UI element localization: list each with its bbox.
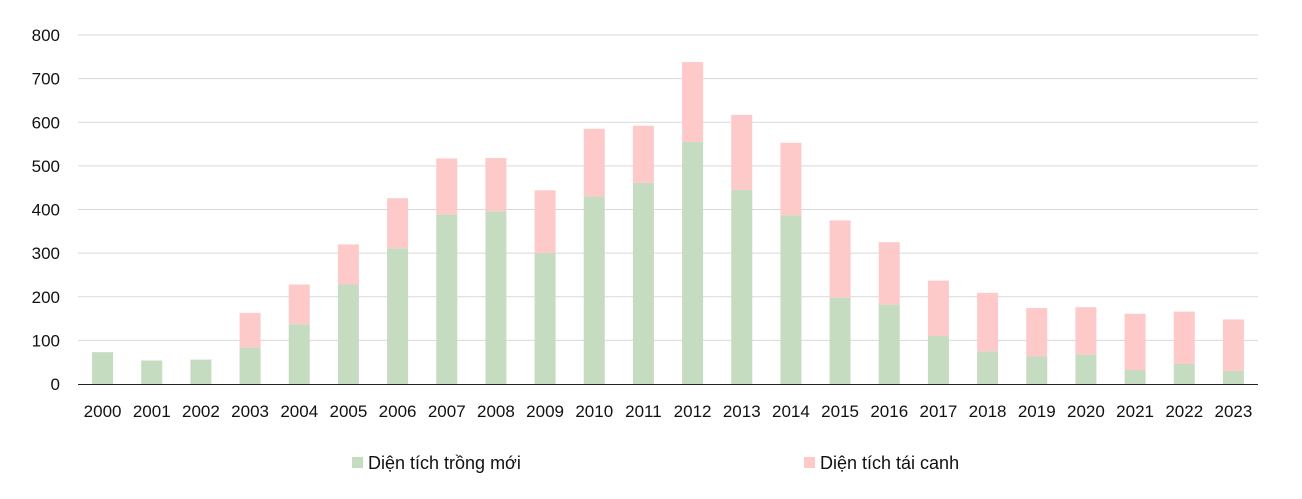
x-tick-label: 2001	[133, 402, 171, 421]
y-tick-label: 400	[32, 201, 60, 220]
bar-2016-series-1	[878, 242, 900, 305]
legend-swatch	[804, 457, 815, 468]
bar-2004-series-0	[288, 324, 310, 384]
legend: Diện tích trồng mới Diện tích tái canh	[352, 453, 959, 473]
bar-2021-series-1	[1124, 313, 1146, 371]
bar-2015-series-0	[829, 297, 851, 384]
y-tick-label: 600	[32, 113, 60, 132]
bar-2022-series-1	[1173, 311, 1195, 364]
bar-2020-series-0	[1075, 354, 1097, 384]
x-tick-label: 2010	[575, 402, 613, 421]
bar-2000-series-0	[92, 352, 114, 384]
bar-2015-series-1	[829, 220, 851, 298]
bar-2006-series-0	[387, 248, 409, 384]
bar-2017-series-1	[927, 280, 949, 337]
bar-2020-series-1	[1075, 307, 1097, 355]
bar-2007-series-0	[436, 214, 458, 384]
bar-2012-series-0	[682, 141, 704, 384]
x-tick-label: 2011	[625, 402, 662, 421]
legend-label: Diện tích tái canh	[820, 453, 959, 473]
bar-2023-series-0	[1222, 370, 1244, 384]
bar-2019-series-0	[1026, 356, 1048, 384]
x-tick-label: 2000	[84, 402, 122, 421]
bar-2009-series-0	[534, 253, 556, 384]
x-tick-label: 2019	[1018, 402, 1056, 421]
bar-2008-series-1	[485, 158, 507, 212]
x-tick-label: 2009	[526, 402, 564, 421]
gridlines	[78, 34, 1258, 341]
bar-2013-series-0	[731, 189, 753, 384]
x-tick-label: 2016	[870, 402, 908, 421]
y-tick-labels: 0 100 200 300 400 500 600 700 800	[32, 26, 60, 394]
bar-2003-series-1	[239, 312, 261, 348]
bar-2014-series-0	[780, 215, 802, 384]
y-tick-label: 0	[51, 375, 60, 394]
bar-2005-series-1	[337, 244, 359, 285]
y-tick-label: 100	[32, 331, 60, 350]
bar-2014-series-1	[780, 142, 802, 216]
bar-2003-series-0	[239, 347, 261, 384]
y-tick-label: 200	[32, 288, 60, 307]
bar-2009-series-1	[534, 190, 556, 254]
y-tick-label: 300	[32, 244, 60, 263]
x-tick-label: 2013	[723, 402, 761, 421]
legend-label: Diện tích trồng mới	[368, 453, 521, 473]
bar-2012-series-1	[682, 62, 704, 142]
x-tick-label: 2020	[1067, 402, 1105, 421]
bar-2011-series-1	[632, 125, 654, 183]
legend-swatch	[352, 457, 363, 468]
bar-2017-series-0	[927, 336, 949, 384]
bar-2022-series-0	[1173, 363, 1195, 384]
bar-2018-series-0	[977, 351, 999, 384]
x-tick-label: 2021	[1116, 402, 1154, 421]
bar-2013-series-1	[731, 114, 753, 190]
bar-2007-series-1	[436, 158, 458, 215]
y-tick-label: 500	[32, 157, 60, 176]
y-tick-label: 800	[32, 26, 60, 45]
bar-2001-series-0	[141, 360, 163, 384]
bar-2002-series-0	[190, 359, 212, 384]
x-tick-label: 2003	[231, 402, 269, 421]
y-tick-label: 700	[32, 70, 60, 89]
bars	[92, 62, 1244, 384]
x-tick-label: 2008	[477, 402, 515, 421]
bar-2010-series-0	[583, 196, 605, 384]
x-tick-label: 2018	[969, 402, 1007, 421]
x-tick-label: 2022	[1165, 402, 1203, 421]
bar-2004-series-1	[288, 284, 310, 325]
bar-2005-series-0	[337, 284, 359, 384]
bar-2021-series-0	[1124, 370, 1146, 384]
x-tick-labels: 2000 2001 2002 2003 2004 2005 2006 2007 2008 2009…	[84, 402, 1253, 421]
x-tick-label: 2006	[379, 402, 417, 421]
bar-2023-series-1	[1222, 319, 1244, 371]
bar-2016-series-0	[878, 304, 900, 384]
x-tick-label: 2004	[280, 402, 318, 421]
bar-2011-series-0	[632, 182, 654, 384]
bar-2019-series-1	[1026, 308, 1048, 357]
x-tick-label: 2005	[330, 402, 368, 421]
x-tick-label: 2023	[1215, 402, 1253, 421]
x-tick-label: 2015	[821, 402, 859, 421]
bar-2010-series-1	[583, 128, 605, 197]
x-tick-label: 2014	[772, 402, 810, 421]
x-tick-label: 2002	[182, 402, 220, 421]
x-tick-label: 2017	[920, 402, 958, 421]
bar-2008-series-0	[485, 211, 507, 384]
x-tick-label: 2007	[428, 402, 466, 421]
x-tick-label: 2012	[674, 402, 712, 421]
bar-2018-series-1	[977, 292, 999, 352]
bar-2006-series-1	[387, 198, 409, 249]
